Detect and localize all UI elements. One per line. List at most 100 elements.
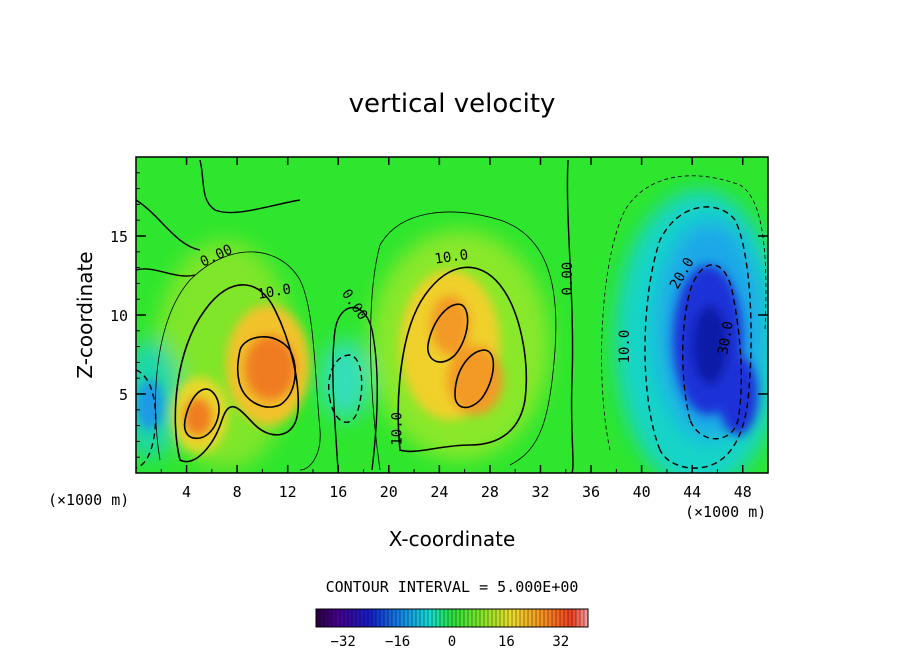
colorbar-tick-label: −16 bbox=[385, 634, 410, 650]
contour-line bbox=[370, 211, 557, 471]
x-tick-label: 12 bbox=[279, 483, 297, 501]
colorbar bbox=[315, 608, 589, 628]
colorbar-tick-label: 16 bbox=[498, 634, 515, 650]
colorbar-cell bbox=[432, 609, 437, 627]
colorbar-cell bbox=[404, 609, 409, 627]
y-axis: 5 10 15 bbox=[110, 172, 768, 458]
colorbar-cell bbox=[380, 609, 385, 627]
colorbar-cell bbox=[476, 609, 481, 627]
colorbar-cell bbox=[472, 609, 477, 627]
x-tick-label: 20 bbox=[380, 483, 398, 501]
colorbar-cell bbox=[496, 609, 501, 627]
colorbar-cell bbox=[468, 609, 473, 627]
colorbar-cell bbox=[536, 609, 541, 627]
colorbar-cell bbox=[324, 609, 329, 627]
contour-line bbox=[155, 251, 321, 471]
colorbar-cell bbox=[400, 609, 405, 627]
colorbar-cell bbox=[500, 609, 505, 627]
colorbar-cell bbox=[480, 609, 485, 627]
colorbar-cell bbox=[524, 609, 529, 627]
contour-line bbox=[236, 336, 296, 408]
contour-line bbox=[183, 388, 220, 440]
colorbar-cell bbox=[356, 609, 361, 627]
colorbar-cell bbox=[512, 609, 517, 627]
colorbar-cell bbox=[388, 609, 393, 627]
colorbar-cell bbox=[488, 609, 493, 627]
chart-title: vertical velocity bbox=[349, 89, 556, 119]
colorbar-cell bbox=[320, 609, 325, 627]
x-axis: 4 8 12 16 20 24 28 32 36 40 44 48 bbox=[160, 157, 752, 501]
colorbar-cell bbox=[344, 609, 349, 627]
colorbar-cell bbox=[436, 609, 441, 627]
colorbar-cell bbox=[528, 609, 533, 627]
plot-area bbox=[136, 157, 768, 473]
x-tick-label: 32 bbox=[531, 483, 549, 501]
y-tick-label: 5 bbox=[119, 386, 128, 404]
colorbar-cell bbox=[348, 609, 353, 627]
y-tick-label: 15 bbox=[110, 228, 128, 246]
contour-label: 10.0 bbox=[434, 247, 470, 268]
contour-line bbox=[644, 206, 752, 469]
colorbar-cell bbox=[328, 609, 333, 627]
contour-line bbox=[601, 175, 767, 451]
colorbar-cell bbox=[460, 609, 465, 627]
contour-label: 10.0 bbox=[256, 281, 292, 303]
colorbar-cell bbox=[516, 609, 521, 627]
colorbar-cell bbox=[340, 609, 345, 627]
colorbar-tick-label: 32 bbox=[552, 634, 569, 650]
colorbar-cell bbox=[428, 609, 433, 627]
x-tick-label: 48 bbox=[734, 483, 752, 501]
colorbar-cell bbox=[540, 609, 545, 627]
colorbar-cell bbox=[440, 609, 445, 627]
x-tick-label: 28 bbox=[481, 483, 499, 501]
contour-line bbox=[397, 266, 528, 453]
colorbar-cell bbox=[560, 609, 565, 627]
x-tick-label: 4 bbox=[182, 483, 191, 501]
contours bbox=[136, 159, 767, 473]
colorbar-cell bbox=[564, 609, 569, 627]
field-cores bbox=[136, 265, 758, 453]
x-tick-label: 40 bbox=[633, 483, 651, 501]
contour-line bbox=[174, 284, 300, 463]
x-axis-label: X-coordinate bbox=[389, 527, 516, 551]
y-tick-label: 10 bbox=[110, 307, 128, 325]
colorbar-cell bbox=[316, 609, 321, 627]
colorbar-cell bbox=[412, 609, 417, 627]
colorbar-cell bbox=[372, 609, 377, 627]
colorbar-cell bbox=[332, 609, 337, 627]
colorbar-cell bbox=[384, 609, 389, 627]
colorbar-cell bbox=[508, 609, 513, 627]
colorbar-cell bbox=[408, 609, 413, 627]
contour-line bbox=[427, 303, 469, 363]
colorbar-cell bbox=[424, 609, 429, 627]
colorbar-cell bbox=[544, 609, 549, 627]
contour-line bbox=[136, 199, 201, 277]
colorbar-cell bbox=[396, 609, 401, 627]
contour-line bbox=[332, 306, 378, 471]
colorbar-cell bbox=[556, 609, 561, 627]
colorbar-ticks: −32 −16 0 16 32 bbox=[331, 634, 570, 650]
contour-label: 10.0 bbox=[389, 412, 405, 446]
y-axis-label: Z-coordinate bbox=[73, 251, 97, 378]
colorbar-cell bbox=[484, 609, 489, 627]
colorbar-cell bbox=[364, 609, 369, 627]
colorbar-frame bbox=[315, 608, 589, 628]
contour-line bbox=[454, 349, 495, 409]
x-tick-label: 24 bbox=[430, 483, 448, 501]
x-tick-label: 16 bbox=[329, 483, 347, 501]
x-tick-label: 8 bbox=[233, 483, 242, 501]
colorbar-cell bbox=[492, 609, 497, 627]
colorbar-cell bbox=[448, 609, 453, 627]
contour-line bbox=[566, 159, 574, 473]
colorbar-cell bbox=[368, 609, 373, 627]
colorbar-tick-label: −32 bbox=[331, 634, 356, 650]
colorbar-cell bbox=[452, 609, 457, 627]
x-tick-label: 44 bbox=[683, 483, 701, 501]
colorbar-cell bbox=[580, 609, 585, 627]
colorbar-cell bbox=[444, 609, 449, 627]
colorbar-cell bbox=[420, 609, 425, 627]
colorbar-cell bbox=[464, 609, 469, 627]
colorbar-cell bbox=[336, 609, 341, 627]
colorbar-cell bbox=[572, 609, 577, 627]
